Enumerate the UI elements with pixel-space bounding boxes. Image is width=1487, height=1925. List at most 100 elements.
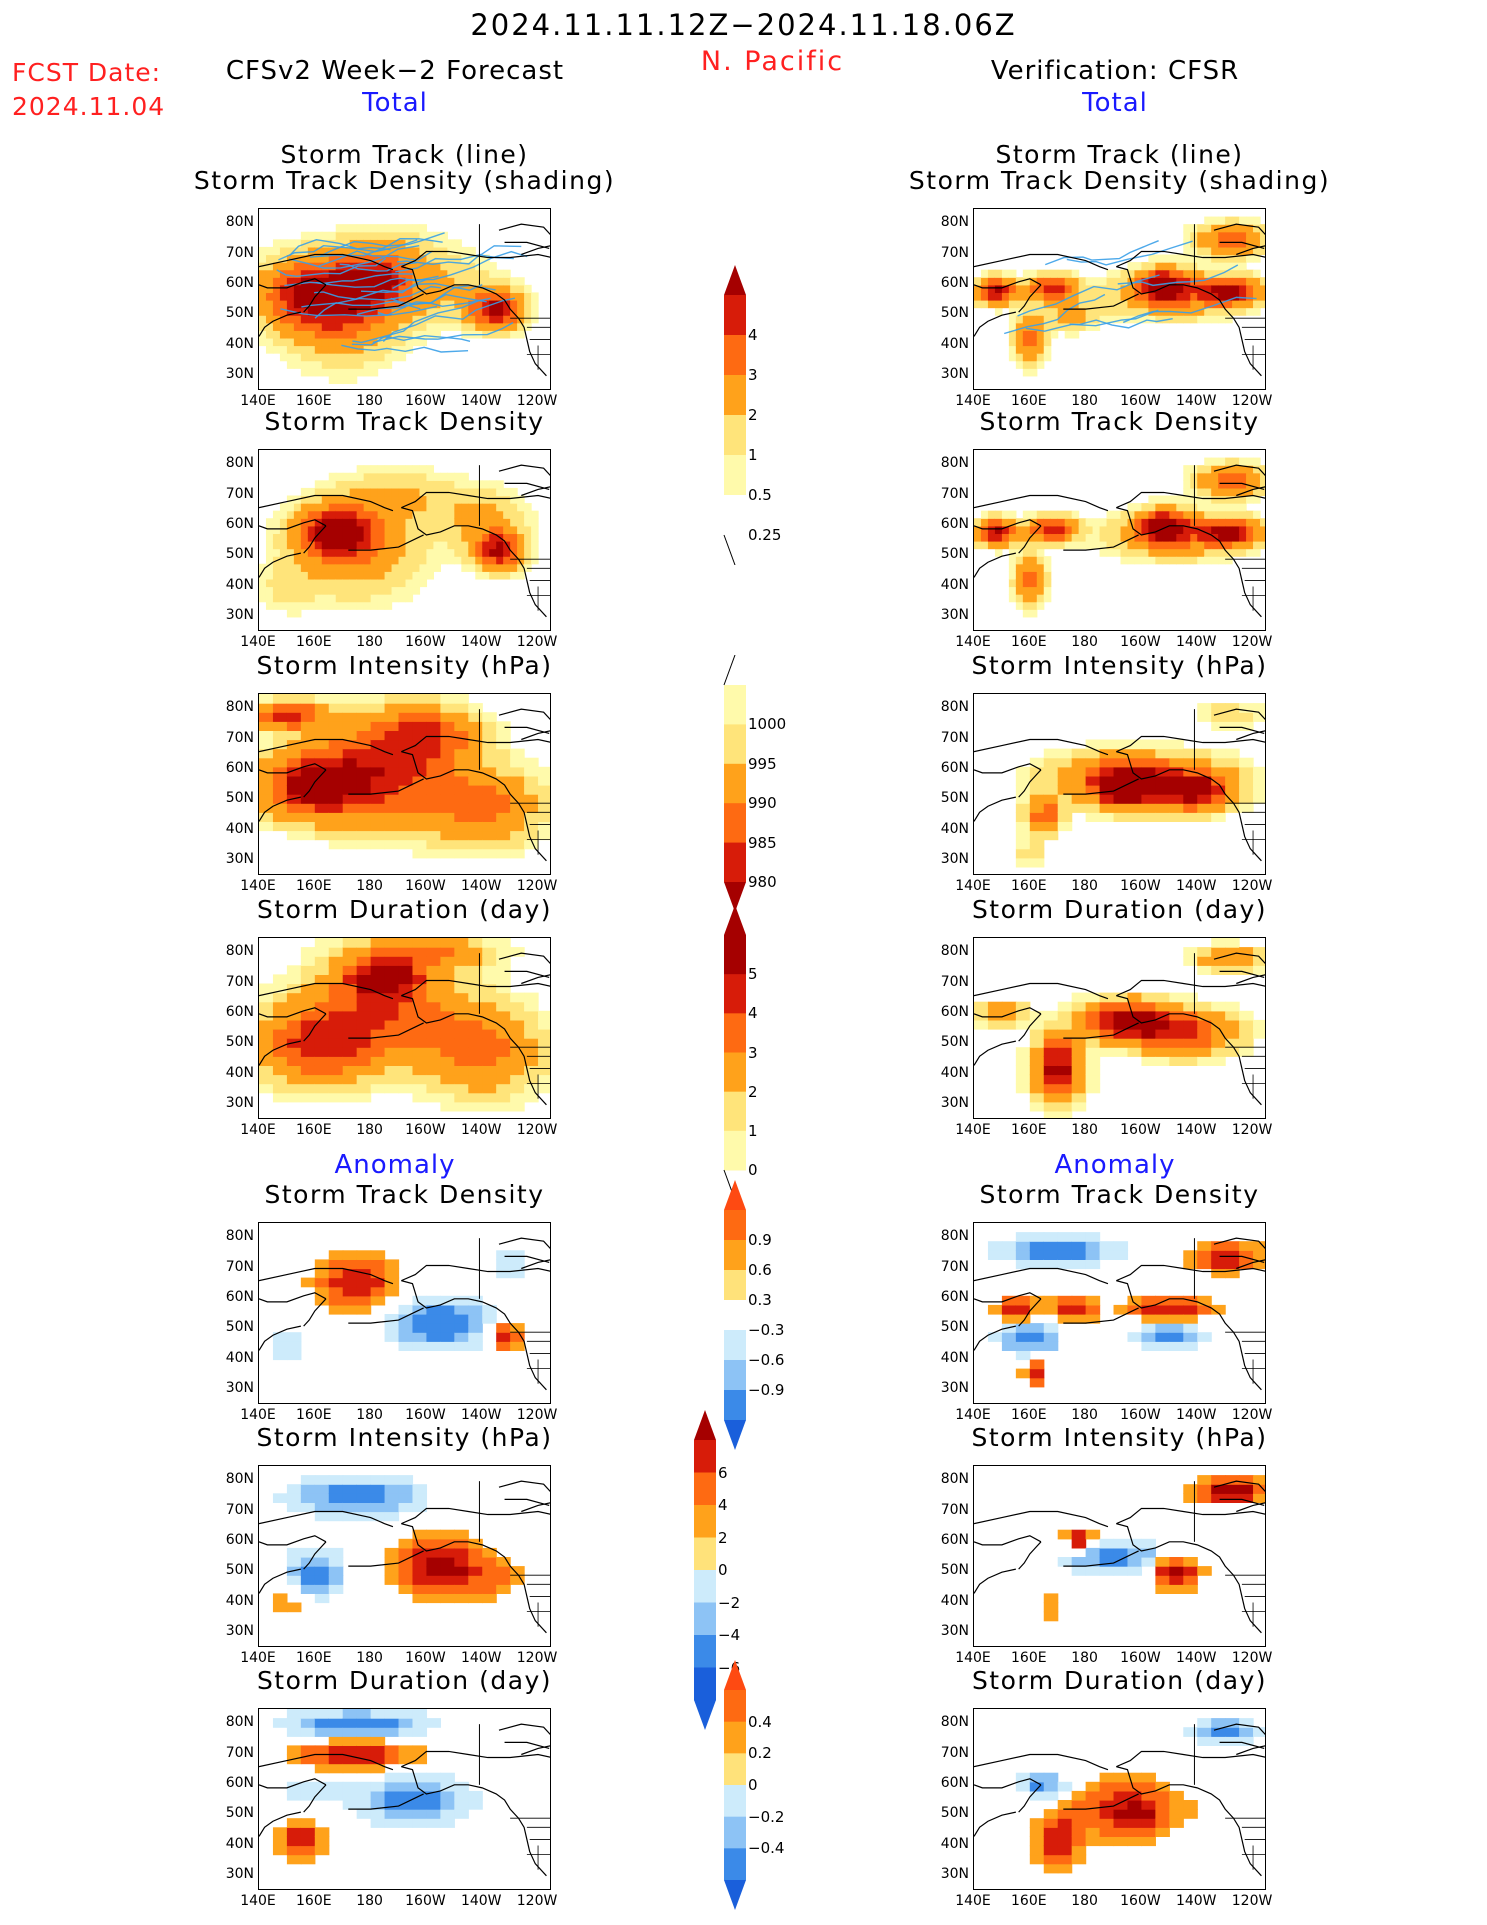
- colorbar-label: 2: [748, 406, 758, 424]
- cell: [1113, 292, 1122, 301]
- cell: [426, 510, 435, 519]
- cell: [328, 1584, 344, 1594]
- cell: [259, 571, 267, 580]
- cell: [321, 503, 330, 512]
- cell: [1001, 300, 1010, 309]
- cell: [1022, 510, 1031, 519]
- cell: [328, 1092, 344, 1103]
- cell: [342, 703, 358, 713]
- cell: [286, 533, 295, 542]
- storm-track-line: [1004, 293, 1106, 335]
- cell: [384, 345, 393, 354]
- cell: [300, 775, 316, 786]
- cell: [328, 1547, 344, 1558]
- cell: [454, 556, 462, 565]
- colorbar-swatch: [724, 1721, 746, 1754]
- cell: [1169, 1790, 1184, 1801]
- cell: [300, 992, 316, 1003]
- cell: [398, 1575, 414, 1585]
- cell: [433, 518, 441, 527]
- coastline: [1116, 1507, 1265, 1525]
- cell: [1169, 548, 1177, 557]
- cell: [370, 601, 379, 610]
- cell: [328, 360, 337, 369]
- cell: [272, 518, 281, 527]
- cell: [426, 965, 441, 975]
- cell: [426, 956, 441, 966]
- cell: [349, 503, 358, 512]
- cell: [496, 1259, 511, 1270]
- cell: [1022, 548, 1031, 557]
- cell: [307, 345, 316, 354]
- cell: [1099, 1047, 1115, 1057]
- cell: [1113, 1241, 1129, 1251]
- cell: [307, 525, 316, 535]
- cell: [1169, 757, 1184, 768]
- colorbar-swatch: [724, 1360, 746, 1391]
- cell: [342, 785, 358, 795]
- cell: [293, 262, 302, 271]
- cell: [328, 1484, 344, 1494]
- cell: [1071, 510, 1080, 519]
- cell: [1183, 947, 1198, 957]
- cell: [433, 269, 441, 278]
- cell: [1155, 1019, 1170, 1030]
- cell: [426, 1038, 441, 1048]
- cell: [461, 277, 469, 286]
- cell: [440, 1584, 455, 1594]
- cell: [314, 254, 323, 263]
- cell: [342, 246, 351, 256]
- cell: [265, 571, 274, 580]
- cell: [1197, 487, 1205, 497]
- cell: [342, 345, 351, 354]
- cell: [1225, 457, 1233, 466]
- cell: [1218, 292, 1226, 301]
- cell: [398, 345, 407, 354]
- cell: [1015, 1083, 1031, 1094]
- cell: [1197, 1727, 1212, 1737]
- cell: [461, 503, 469, 512]
- cell: [370, 1781, 386, 1792]
- cell: [1141, 269, 1150, 278]
- cell: [272, 785, 288, 795]
- cell: [482, 1047, 497, 1057]
- cell: [1120, 292, 1129, 301]
- cell: [1155, 503, 1163, 512]
- cell: [1029, 541, 1038, 550]
- cell: [1099, 518, 1108, 527]
- cell: [454, 269, 462, 278]
- cell: [1085, 533, 1094, 542]
- cell: [293, 518, 302, 527]
- storm-track-line: [309, 238, 443, 258]
- cell: [314, 739, 330, 750]
- cell: [1113, 1836, 1129, 1847]
- cell: [1232, 231, 1240, 240]
- x-tick-label: 160W: [1120, 878, 1161, 894]
- cell: [356, 947, 372, 957]
- cell: [496, 739, 511, 750]
- cell: [1043, 821, 1059, 832]
- cell: [398, 495, 407, 504]
- cell: [1239, 1241, 1254, 1251]
- cell: [363, 269, 372, 278]
- cell: [1008, 525, 1017, 535]
- cell: [328, 956, 344, 966]
- cell: [259, 1056, 274, 1066]
- cell: [398, 578, 407, 588]
- cell: [328, 1745, 344, 1756]
- cell: [328, 1038, 344, 1048]
- y-tick-label: 70N: [225, 1744, 254, 1761]
- cell: [363, 601, 372, 610]
- cell: [1043, 1593, 1059, 1604]
- cell: [391, 315, 400, 324]
- cell: [384, 1029, 400, 1039]
- cell: [342, 803, 358, 813]
- cell: [328, 1074, 344, 1085]
- coastline: [974, 494, 1109, 512]
- colorbar-swatch: [724, 685, 746, 725]
- cell: [1071, 803, 1087, 813]
- coastline: [1063, 1022, 1139, 1039]
- cell: [454, 1323, 469, 1333]
- x-tick-label: 160W: [405, 1407, 446, 1423]
- cell: [265, 578, 274, 588]
